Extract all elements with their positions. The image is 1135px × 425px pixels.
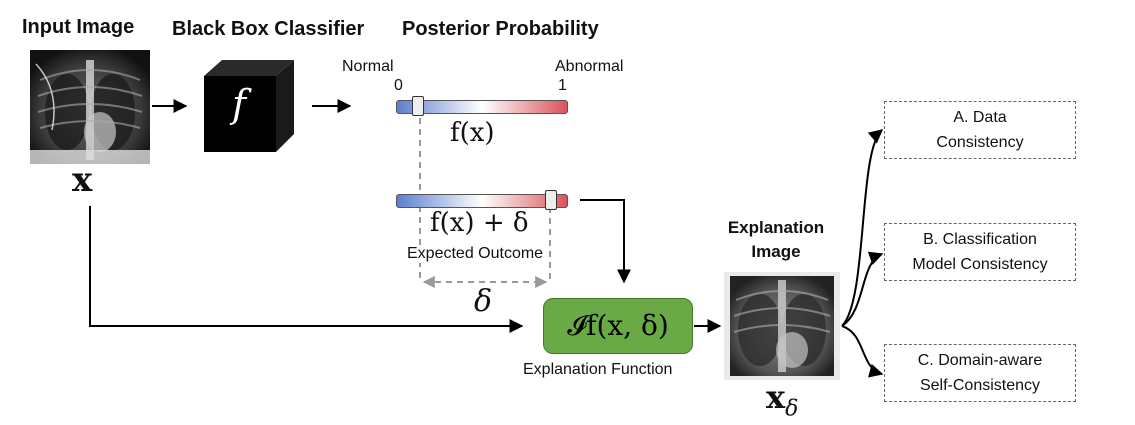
abnormal-label: Abnormal xyxy=(555,58,624,75)
data-consistency-label: A. Data Consistency xyxy=(936,109,1024,151)
arrow-expected-to-explanation xyxy=(580,199,631,284)
classification-model-consistency-box: B. Classification Model Consistency xyxy=(884,223,1076,281)
domain-aware-self-consistency-box: C. Domain-aware Self-Consistency xyxy=(884,344,1076,402)
expected-slider-handle[interactable] xyxy=(544,190,557,210)
explanation-function-label: Explanation Function xyxy=(523,361,673,378)
explanation-function-formula: 𝓘f(x, δ) xyxy=(567,309,669,342)
black-box-heading: Black Box Classifier xyxy=(172,18,365,40)
posterior-heading: Posterior Probability xyxy=(402,18,599,40)
posterior-slider[interactable] xyxy=(396,96,568,116)
explanation-x-delta-symbol: xδ xyxy=(766,378,799,422)
domain-aware-self-consistency-label: C. Domain-aware Self-Consistency xyxy=(917,352,1043,394)
explanation-function-box: 𝓘f(x, δ) xyxy=(543,298,693,354)
branch-to-box-b xyxy=(841,251,884,327)
input-xray-image xyxy=(30,50,150,164)
data-consistency-box: A. Data Consistency xyxy=(884,101,1076,159)
branch-to-box-a xyxy=(841,129,884,327)
arrow-x-to-explanation xyxy=(89,206,524,333)
posterior-slider-handle[interactable] xyxy=(412,96,425,116)
explanation-xray-image xyxy=(724,272,840,380)
branch-to-box-c xyxy=(841,325,884,378)
classifier-f-symbol: f xyxy=(232,82,247,126)
slider-min-label: 0 xyxy=(394,77,403,94)
slider-max-label: 1 xyxy=(558,77,567,94)
posterior-slider-track xyxy=(396,100,568,114)
input-image-heading: Input Image xyxy=(22,16,135,38)
expected-slider-track xyxy=(396,194,568,208)
normal-label: Normal xyxy=(342,58,394,75)
delta-symbol: δ xyxy=(474,284,493,319)
input-x-symbol: x xyxy=(72,160,93,200)
fx-delta-label: f(x) + δ xyxy=(430,208,529,238)
expected-outcome-label: Expected Outcome xyxy=(407,245,544,263)
expected-slider[interactable] xyxy=(396,190,568,210)
explanation-image-heading: Explanation Image xyxy=(727,218,825,261)
classification-model-consistency-label: B. Classification Model Consistency xyxy=(912,231,1048,273)
fx-label: f(x) xyxy=(450,118,495,148)
black-box-cube xyxy=(204,60,294,152)
